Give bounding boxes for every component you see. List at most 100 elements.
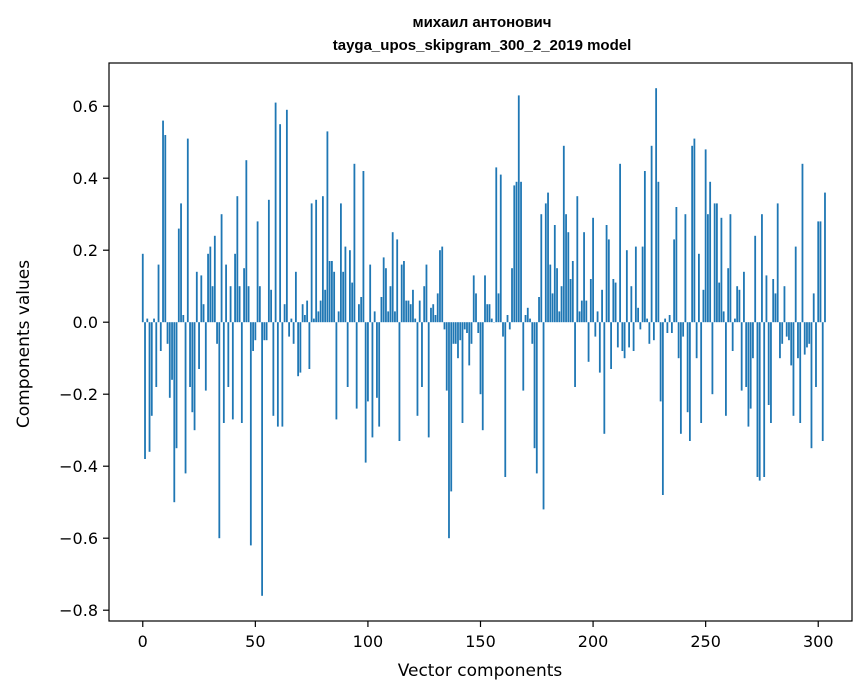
- bar-290: [794, 246, 797, 323]
- bar-210: [614, 282, 617, 323]
- bar-69: [297, 322, 300, 377]
- bar-281: [774, 293, 777, 323]
- bar-160: [502, 322, 504, 337]
- bar-241: [684, 214, 687, 323]
- y-tick-label: −0.8: [59, 601, 98, 620]
- bar-108: [385, 268, 387, 323]
- bar-32: [213, 235, 216, 323]
- y-tick-label: −0.6: [59, 529, 98, 548]
- bar-155: [490, 318, 493, 323]
- bar-179: [544, 203, 547, 323]
- x-tick-label: 0: [138, 632, 148, 651]
- bar-144: [466, 322, 468, 333]
- bar-204: [601, 289, 603, 323]
- bar-166: [515, 181, 518, 323]
- bar-300: [817, 221, 820, 323]
- y-tick-label: 0.4: [73, 169, 98, 188]
- bar-253: [711, 322, 714, 395]
- bar-135: [445, 322, 448, 391]
- x-tick-label: 100: [353, 632, 384, 651]
- bar-54: [263, 322, 266, 341]
- bar-248: [700, 322, 703, 423]
- bar-116: [403, 261, 405, 323]
- bar-234: [668, 315, 671, 323]
- bar-295: [806, 322, 808, 348]
- bar-170: [524, 315, 527, 323]
- x-axis-label: Vector components: [398, 661, 563, 681]
- bar-48: [249, 322, 252, 546]
- bar-86: [335, 322, 338, 420]
- bar-239: [679, 322, 682, 434]
- bar-136: [448, 322, 450, 539]
- bar-194: [578, 311, 581, 323]
- bar-5: [153, 318, 155, 323]
- bar-244: [691, 145, 694, 323]
- bar-208: [610, 322, 612, 369]
- bar-149: [477, 322, 480, 333]
- bar-292: [799, 322, 802, 423]
- y-axis-label: Components values: [14, 260, 34, 428]
- bar-219: [634, 246, 637, 323]
- bar-246: [695, 322, 698, 359]
- bar-61: [279, 124, 282, 323]
- bar-134: [443, 322, 446, 330]
- bar-250: [704, 149, 707, 323]
- bar-199: [589, 279, 592, 323]
- bar-87: [337, 311, 340, 323]
- bar-225: [648, 322, 651, 344]
- bar-272: [754, 235, 757, 323]
- bar-198: [587, 322, 590, 362]
- bar-286: [785, 322, 788, 337]
- bar-260: [727, 268, 730, 323]
- bar-110: [389, 286, 392, 323]
- x-tick-label: 250: [690, 632, 721, 651]
- bar-147: [472, 275, 475, 323]
- bar-74: [308, 322, 311, 369]
- x-tick-label: 50: [245, 632, 265, 651]
- bar-146: [470, 322, 473, 344]
- bar-19: [184, 322, 187, 474]
- bar-285: [783, 286, 786, 323]
- bar-221: [639, 322, 642, 330]
- bar-31: [211, 286, 214, 323]
- bar-150: [479, 322, 482, 395]
- bar-28: [204, 322, 207, 391]
- bar-18: [182, 315, 185, 323]
- bar-256: [718, 282, 721, 323]
- bar-236: [673, 239, 676, 323]
- bar-183: [553, 225, 556, 323]
- bar-297: [810, 322, 813, 449]
- bar-20: [186, 138, 189, 323]
- bar-114: [398, 322, 401, 441]
- bar-266: [740, 322, 743, 391]
- bar-8: [159, 322, 162, 351]
- y-tick-label: −0.4: [59, 457, 98, 476]
- bar-83: [328, 261, 331, 323]
- x-axis-ticks: 0 50 100 150 200 250 300: [138, 621, 834, 651]
- bar-257: [720, 217, 723, 323]
- bar-255: [716, 203, 718, 323]
- bar-154: [488, 304, 491, 323]
- bar-70: [299, 322, 302, 373]
- bar-120: [412, 289, 414, 323]
- bar-129: [432, 304, 435, 323]
- bar-242: [686, 322, 689, 413]
- bar-124: [421, 322, 423, 387]
- bar-139: [454, 322, 457, 344]
- bar-181: [549, 264, 552, 323]
- bar-125: [423, 286, 426, 323]
- bar-215: [625, 250, 628, 323]
- bar-10: [164, 135, 167, 323]
- bar-13: [171, 322, 173, 380]
- bar-228: [655, 88, 658, 323]
- bar-59: [274, 102, 277, 323]
- bar-140: [457, 322, 459, 359]
- bar-190: [569, 279, 572, 323]
- bar-67: [292, 322, 295, 344]
- bar-271: [752, 322, 754, 359]
- bar-12: [168, 322, 171, 398]
- y-tick-label: −0.2: [59, 385, 98, 404]
- bar-282: [776, 203, 779, 323]
- bar-90: [344, 246, 347, 323]
- bar-111: [391, 232, 394, 323]
